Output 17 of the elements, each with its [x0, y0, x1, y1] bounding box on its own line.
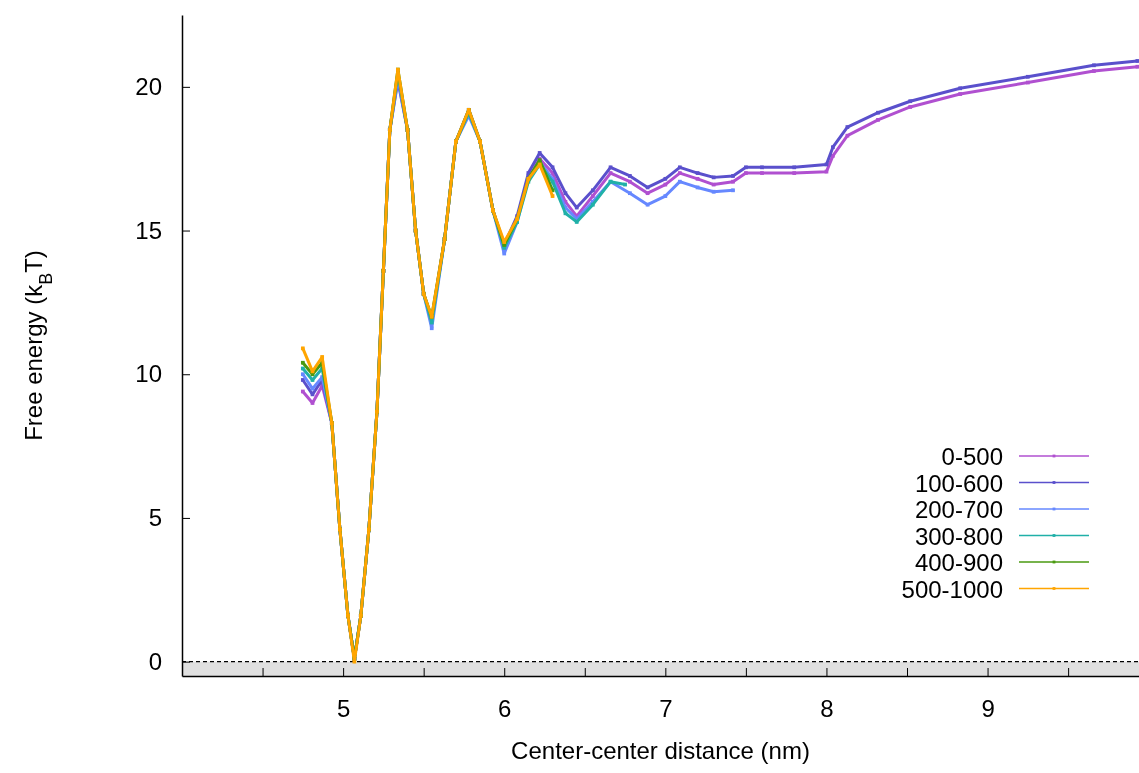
- x-tick-label: 8: [820, 695, 834, 723]
- y-tick-label: 5: [148, 504, 162, 532]
- y-tick-label: 0: [148, 647, 162, 675]
- x-tick-label: 6: [498, 695, 512, 723]
- y-tick-label: 15: [135, 216, 162, 244]
- legend-label: 300-800: [914, 522, 1003, 550]
- legend-label: 100-600: [914, 469, 1003, 497]
- x-axis-title: Center-center distance (nm): [511, 737, 810, 764]
- x-tick-label: 5: [336, 695, 351, 723]
- x-tick-label: 9: [981, 695, 995, 723]
- legend-label: 200-700: [914, 496, 1003, 523]
- legend-label: 0-500: [941, 443, 1003, 470]
- legend-label: 400-900: [914, 549, 1003, 576]
- y-tick-label: 10: [135, 360, 162, 388]
- legend-label: 500-1000: [901, 575, 1003, 603]
- x-tick-label: 7: [659, 695, 673, 723]
- y-tick-label: 20: [135, 73, 162, 101]
